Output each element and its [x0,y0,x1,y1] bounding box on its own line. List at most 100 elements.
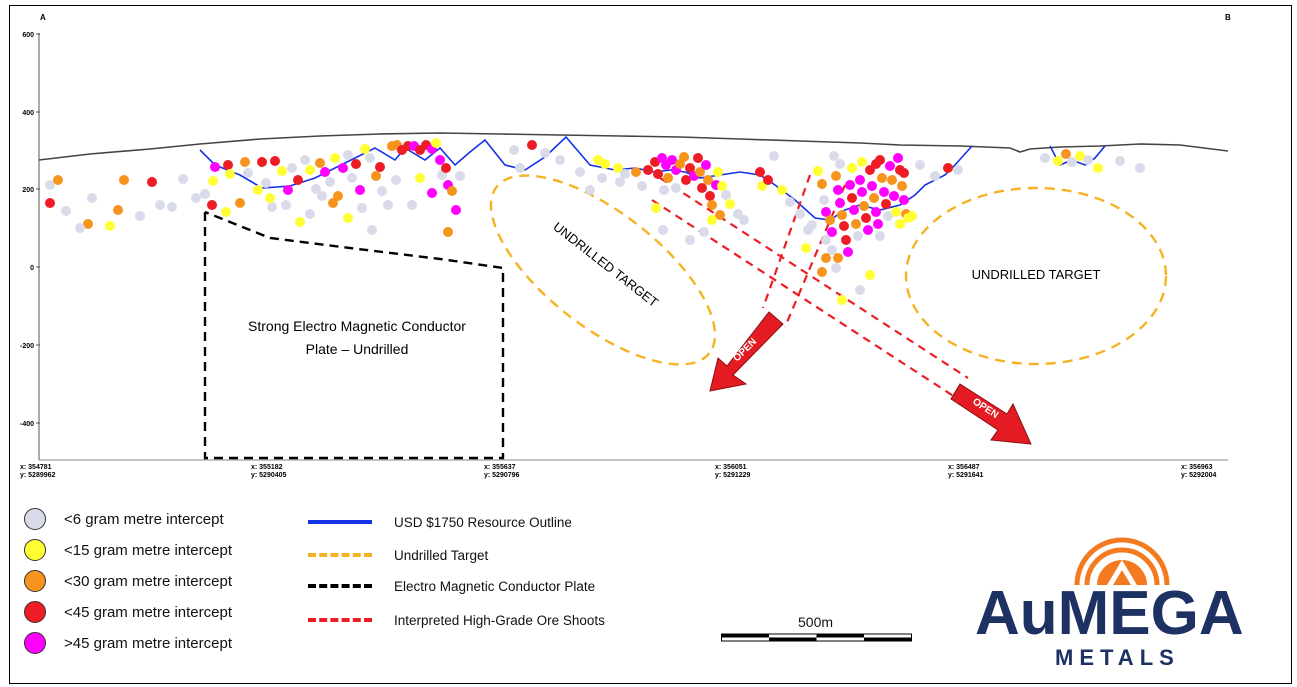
drill-intercept-marker [167,202,177,212]
drill-intercept-marker [1115,156,1125,166]
x-tick-easting: x: 356051 [715,464,747,471]
y-tick-label: 600 [22,32,34,39]
drill-intercept-marker [365,153,375,163]
drill-intercept-marker [829,151,839,161]
scale-bar-graphic [721,633,912,642]
legend-swatch [24,632,46,654]
drill-intercept-marker [375,162,385,172]
drill-intercept-marker [155,200,165,210]
drill-intercept-marker [223,160,233,170]
drill-intercept-marker [147,177,157,187]
drill-intercept-marker [795,209,805,219]
drill-intercept-marker [821,235,831,245]
drill-intercept-marker [261,178,271,188]
drill-intercept-marker [847,163,857,173]
drill-intercept-marker [887,175,897,185]
drill-intercept-marker [613,163,623,173]
legend-item: <45 gram metre intercept [24,599,232,625]
drill-intercept-marker [853,231,863,241]
drill-intercept-marker [827,227,837,237]
drill-intercept-marker [651,203,661,213]
y-tick-label: 200 [22,187,34,194]
drill-intercept-marker [667,155,677,165]
drill-intercept-marker [200,189,210,199]
drill-intercept-marker [243,168,253,178]
logo-wordmark: AuMEGA [975,579,1244,648]
drill-intercept-marker [383,200,393,210]
legend-line-swatch [308,553,372,557]
drill-intercept-marker [819,195,829,205]
drill-intercept-marker [455,171,465,181]
drill-intercept-marker [295,217,305,227]
drill-intercept-marker [191,193,201,203]
drill-intercept-marker [281,200,291,210]
em-plate-label: Plate – Undrilled [306,341,409,357]
drill-intercept-marker [930,171,940,181]
drill-intercept-marker [330,153,340,163]
drill-intercept-marker [135,211,145,221]
drill-intercept-marker [807,220,817,230]
drill-intercept-marker [871,207,881,217]
drill-intercept-marker [347,173,357,183]
drill-intercept-marker [240,157,250,167]
drill-intercept-marker [891,207,901,217]
drill-intercept-marker [351,159,361,169]
drill-intercept-marker [1067,157,1077,167]
drill-intercept-marker [45,180,55,190]
x-tick-easting: x: 355182 [251,464,283,471]
section-end-a: A [40,13,46,22]
drill-intercept-marker [305,209,315,219]
drill-intercept-marker [253,185,263,195]
drill-intercept-marker [821,207,831,217]
drill-intercept-marker [703,175,713,185]
drill-intercept-marker [953,165,963,175]
drill-intercept-marker [801,243,811,253]
drill-intercept-marker [873,219,883,229]
company-logo: AuMEGA METALS [975,520,1265,670]
x-tick-northing: y: 5290405 [251,472,287,479]
drill-intercept-marker [527,140,537,150]
x-tick-easting: x: 356963 [1181,464,1213,471]
drill-intercept-marker [889,191,899,201]
drill-intercept-marker [415,173,425,183]
drill-intercept-marker [699,227,709,237]
drill-intercept-marker [725,199,735,209]
drill-intercept-marker [841,235,851,245]
drill-intercept-marker [283,185,293,195]
legend-line-swatch [308,618,372,622]
open-arrow-left: OPEN [709,311,784,392]
drill-intercept-marker [653,169,663,179]
drill-intercept-marker [315,158,325,168]
undrilled-target-left-label: UNDRILLED TARGET [550,219,661,310]
drill-intercept-marker [705,191,715,201]
cross-section: A B 600 400 200 0 -200 -400 x: 354781 y:… [20,13,1231,479]
drill-intercept-marker [210,162,220,172]
drill-intercept-marker [270,156,280,166]
drill-intercept-marker [615,177,625,187]
legend-label: Interpreted High-Grade Ore Shoots [394,612,605,628]
drill-intercept-marker [857,157,867,167]
drill-intercept-marker [427,188,437,198]
drill-intercept-marker [825,215,835,225]
drill-intercept-marker [879,187,889,197]
legend-label: <6 gram metre intercept [64,510,224,528]
drill-intercept-marker [817,267,827,277]
ore-shoot-se-edge [659,177,969,379]
drill-intercept-marker [663,173,673,183]
drill-intercept-marker [371,171,381,181]
legend-item: Interpreted High-Grade Ore Shoots [308,610,605,630]
drill-intercept-marker [225,169,235,179]
undrilled-target-right-label: UNDRILLED TARGET [972,267,1101,282]
drill-intercept-marker [265,193,275,203]
drill-intercept-marker [311,184,321,194]
drill-intercept-marker [833,253,843,263]
drill-intercepts [45,138,1145,305]
legend-swatch [24,508,46,530]
drill-intercept-marker [277,166,287,176]
drill-intercept-marker [540,148,550,158]
drill-intercept-marker [53,175,63,185]
y-tick-label: -400 [20,421,34,428]
drill-intercept-marker [899,195,909,205]
drill-intercept-marker [333,191,343,201]
drill-intercept-marker [695,167,705,177]
